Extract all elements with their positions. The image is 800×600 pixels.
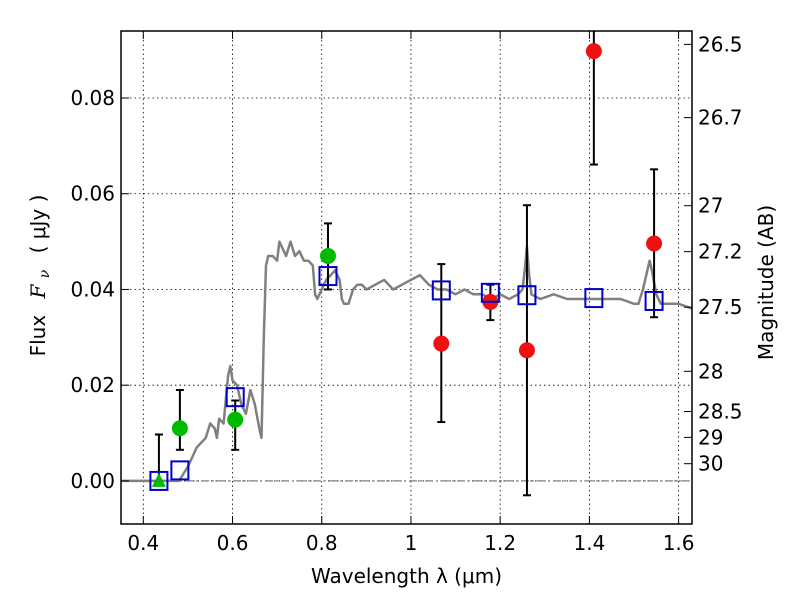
x-tick-label: 1.6: [663, 531, 695, 555]
mag-tick-label: 29: [698, 425, 723, 449]
data-point-circle: [518, 342, 535, 359]
y-tick-label: 0.06: [70, 182, 115, 206]
model-photometry-square: [225, 387, 245, 408]
mag-tick-label: 28.5: [698, 400, 743, 424]
mag-tick-label: 30: [698, 452, 723, 476]
data-markers: [149, 43, 664, 491]
right-axis-label: Magnitude (AB): [754, 205, 778, 360]
model-photometry-square: [170, 460, 190, 481]
mag-tick-label: 27: [698, 194, 723, 218]
x-tick-label: 1.4: [573, 531, 605, 555]
mag-tick-label: 27.5: [698, 295, 743, 319]
mag-tick-label: 26.5: [698, 32, 743, 56]
y-tick-label: 0.02: [70, 373, 115, 397]
model-photometry-square: [644, 290, 664, 311]
y-axis-label: Flux F ν ( μJy ): [26, 195, 54, 357]
x-tick-label: 1.2: [484, 531, 516, 555]
model-photometry-square: [480, 282, 500, 303]
model-photometry-square: [149, 470, 169, 491]
y-axis-label-nu: ν: [37, 269, 53, 278]
model-photometry-square: [318, 266, 338, 287]
data-point-circle: [171, 420, 188, 437]
data-point-circle: [585, 43, 602, 60]
y-axis-label-unit: ( μJy ): [26, 195, 50, 254]
grid: [121, 31, 692, 524]
y-axis-label-flux: Flux: [26, 315, 50, 357]
mag-tick-label: 26.7: [698, 106, 743, 130]
model-photometry-square: [431, 280, 451, 301]
y-tick-label: 0.08: [70, 86, 115, 110]
plot-frame: [120, 30, 693, 525]
data-point-circle: [433, 335, 450, 352]
x-tick-label: 0.8: [306, 531, 338, 555]
model-spectrum-line: [121, 240, 693, 483]
x-tick-label: 0.4: [127, 531, 159, 555]
x-tick-label: 1: [405, 531, 418, 555]
data-point-circle: [646, 235, 663, 252]
data-point-circle: [319, 247, 336, 264]
model-photometry-square: [517, 285, 537, 306]
data-point-circle: [227, 411, 244, 428]
model-photometry-square: [584, 288, 604, 309]
mag-tick-label: 27.2: [698, 240, 743, 264]
axis-ticks: 0.4 0.6 0.8 1 1.2 1.4 1.6 0.00 0.02 0.04 0.06 0.08 2…: [70, 31, 743, 555]
mag-tick-label: 28: [698, 359, 723, 383]
y-tick-label: 0.00: [70, 469, 115, 493]
y-tick-label: 0.04: [70, 277, 115, 301]
svg-text:Flux F ν ( μ: Flux F ν ( μJy ): [26, 195, 54, 357]
y-axis-label-fnu: F: [26, 283, 50, 299]
x-axis-label: Wavelength λ (μm): [311, 564, 502, 588]
x-tick-label: 0.6: [217, 531, 249, 555]
data-point-triangle: [151, 472, 166, 487]
